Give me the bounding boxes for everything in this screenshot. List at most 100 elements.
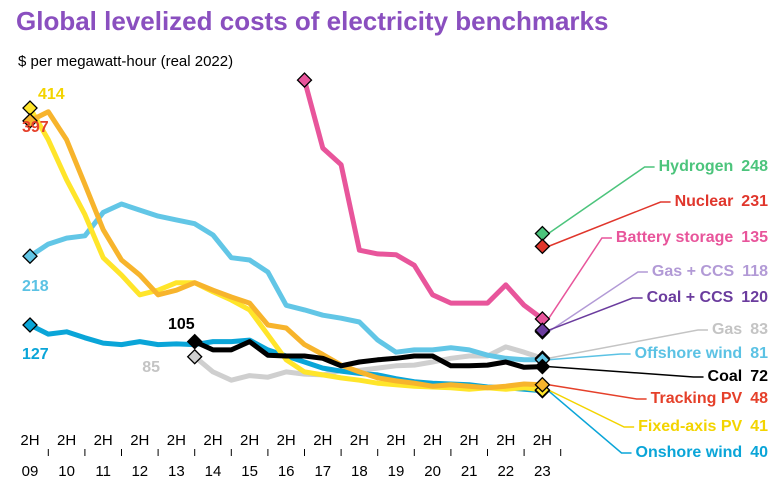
label-connector [547, 271, 648, 333]
start-marker [186, 348, 203, 365]
x-tick-label: 14 [205, 463, 222, 480]
x-period-label: 2H [130, 432, 149, 449]
x-period-label: 2H [386, 432, 405, 449]
series-line [27, 105, 545, 393]
markers [22, 72, 551, 399]
series-name: Onshore wind [636, 444, 743, 461]
x-period-label: 2H [167, 432, 186, 449]
series-label: Battery storage 135 [616, 229, 768, 246]
x-tick-label: 23 [534, 463, 551, 480]
series-name: Gas [712, 321, 742, 338]
series-end-value: 40 [750, 444, 768, 461]
x-period-label: 2H [94, 432, 113, 449]
x-tick-label: 12 [131, 463, 148, 480]
series-name: Offshore wind [635, 345, 743, 362]
end-marker [534, 358, 551, 375]
series-label: Hydrogen 248 [659, 158, 768, 175]
series-end-value: 135 [741, 229, 768, 246]
lines [27, 77, 708, 454]
x-tick-label: 11 [95, 463, 111, 480]
x-tick-label: 22 [497, 463, 514, 480]
label-connector [548, 329, 708, 359]
series-end-value: 41 [750, 418, 768, 435]
label-connector [548, 353, 631, 361]
end-marker [534, 238, 551, 255]
series-label: Onshore wind 40 [636, 444, 769, 461]
series-end-value: 248 [741, 158, 768, 175]
label-connector [547, 237, 612, 320]
series-name: Gas + CCS [652, 263, 735, 280]
label-connector [548, 383, 647, 400]
x-period-label: 2H [20, 432, 39, 449]
chart-subtitle: $ per megawatt-hour (real 2022) [18, 53, 233, 70]
series-name: Fixed-axis PV [638, 418, 742, 435]
series-line [192, 339, 545, 370]
series-name: Tracking PV [651, 390, 743, 407]
series-line [302, 77, 545, 322]
start-marker [296, 72, 313, 88]
x-period-label: 2H [350, 432, 369, 449]
series-line [27, 109, 545, 391]
label-connector [548, 201, 671, 248]
series-end-value: 120 [741, 289, 768, 306]
series-end-value: 83 [750, 321, 768, 338]
series-name: Coal [708, 368, 743, 385]
series-label: Coal 72 [708, 368, 769, 385]
start-marker [22, 112, 38, 129]
label-connector [548, 389, 635, 428]
x-tick-label: 21 [461, 463, 478, 480]
end-marker [534, 322, 551, 339]
start-marker [22, 248, 38, 265]
label-connector [548, 365, 704, 378]
end-marker [534, 376, 551, 393]
series-label: Gas 83 [712, 321, 768, 338]
x-period-label: 2H [57, 432, 76, 449]
x-period-label: 2H [460, 432, 479, 449]
series-name: Nuclear [675, 193, 734, 210]
x-tick-label: 16 [278, 463, 295, 480]
x-tick-label: 17 [314, 463, 331, 480]
start-value-label: 218 [22, 278, 49, 295]
chart-title: Global levelized costs of electricity be… [16, 6, 608, 36]
series-end-value: 231 [741, 193, 768, 210]
series-line [27, 201, 545, 363]
x-tick-label: 20 [424, 463, 441, 480]
start-value-label: 397 [22, 119, 49, 136]
series-end-value: 81 [750, 345, 768, 362]
series-end-value: 72 [750, 368, 768, 385]
label-connector [547, 166, 655, 235]
series-end-value: 48 [750, 390, 768, 407]
series-label: Fixed-axis PV 41 [638, 418, 768, 435]
x-tick-label: 19 [388, 463, 405, 480]
x-tick-label: 15 [241, 463, 258, 480]
series-label: Offshore wind 81 [635, 345, 768, 362]
label-connector [547, 390, 632, 454]
x-period-label: 2H [533, 432, 552, 449]
start-value-label: 127 [22, 346, 49, 363]
x-tick-label: 18 [351, 463, 368, 480]
x-period-label: 2H [240, 432, 259, 449]
start-marker [22, 317, 38, 333]
x-tick-label: 13 [168, 463, 185, 480]
series-name: Hydrogen [659, 158, 734, 175]
series-name: Coal + CCS [647, 289, 734, 306]
series-label: Nuclear 231 [675, 193, 769, 210]
start-value-label: 85 [142, 359, 160, 376]
series-name: Battery storage [616, 229, 733, 246]
series-label: Coal + CCS 120 [647, 289, 768, 306]
x-tick-label: 10 [58, 463, 75, 480]
x-period-label: 2H [496, 432, 515, 449]
series-label: Tracking PV 48 [651, 390, 768, 407]
x-period-label: 2H [313, 432, 332, 449]
series-label: Gas + CCS 118 [652, 263, 768, 280]
x-period-label: 2H [203, 432, 222, 449]
start-value-label: 414 [38, 86, 65, 103]
label-connector [548, 297, 643, 331]
x-period-label: 2H [277, 432, 296, 449]
x-period-label: 2H [423, 432, 442, 449]
start-marker [186, 333, 203, 350]
x-tick-label: 09 [22, 463, 39, 480]
series-end-value: 118 [742, 263, 768, 280]
end-marker [534, 225, 551, 242]
